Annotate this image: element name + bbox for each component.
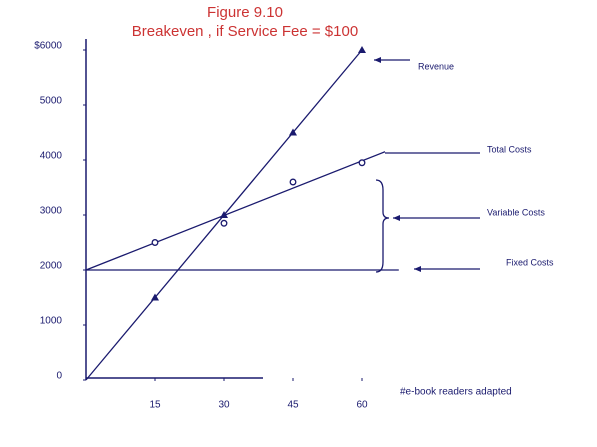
marker [358,159,366,167]
arrow-head [414,266,421,272]
marker [358,46,366,53]
annotation-label: Variable Costs [487,207,545,217]
brace [375,179,390,273]
chart-title: Figure 9.10 [207,4,283,21]
x-tick-label: 15 [149,400,161,411]
x-axis-label: #e-book readers adapted [400,387,512,398]
y-tick-label: 4000 [40,151,63,162]
marker [289,128,297,136]
x-tick-label: 30 [218,400,230,411]
annotation-label: Revenue [418,61,454,71]
y-tick-label: 1000 [40,316,63,327]
y-tick-label: 5000 [40,96,63,107]
x-tick-label: 60 [356,400,368,411]
annotation-label: Total Costs [487,144,532,154]
marker [289,178,297,186]
marker [220,219,228,227]
x-tick-label: 45 [287,400,299,411]
annotation-label: Fixed Costs [506,257,554,267]
chart-subtitle: Breakeven , if Service Fee = $100 [132,23,358,40]
series-line [85,151,386,271]
arrow-head [374,57,381,63]
marker [151,239,159,246]
arrow-head [393,215,400,221]
y-tick-label: $6000 [34,41,62,52]
y-tick-label: 3000 [40,206,63,217]
marker [151,293,159,301]
y-tick-label: 2000 [40,261,63,272]
y-tick-label: 0 [56,371,62,382]
